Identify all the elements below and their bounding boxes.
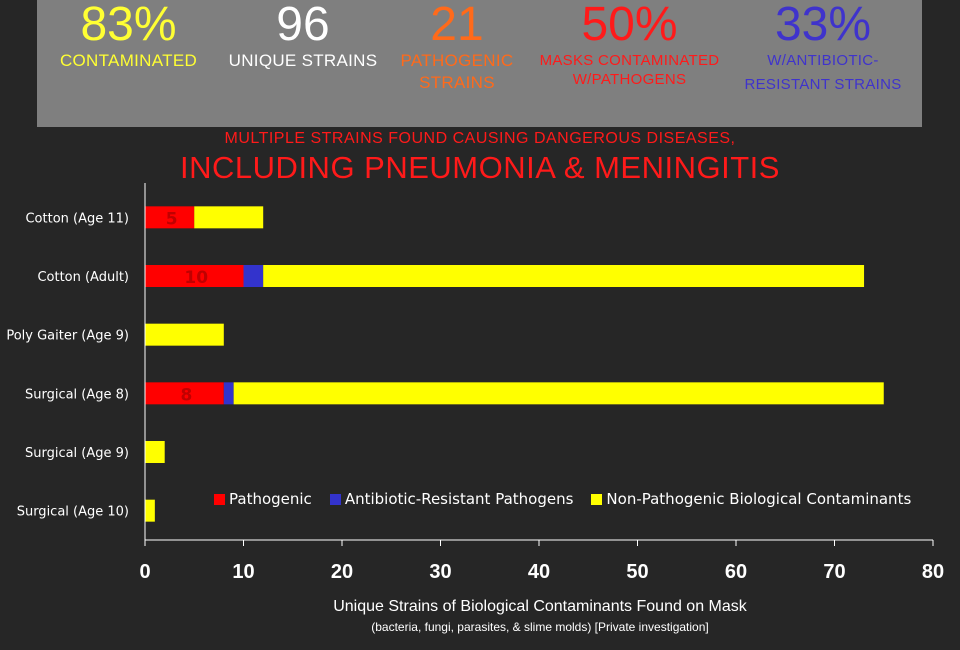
chart-subtitle: MULTIPLE STRAINS FOUND CAUSING DANGEROUS… bbox=[224, 130, 736, 147]
data-label: 5 bbox=[166, 209, 178, 229]
stat-antibiotic-resistant: 33% W/ANTIBIOTIC- RESISTANT STRAINS bbox=[727, 0, 919, 98]
legend-swatch bbox=[591, 493, 603, 505]
legend-swatch bbox=[329, 493, 341, 505]
bar-non-pathogenic bbox=[145, 441, 165, 463]
stat-label: PATHOGENIC bbox=[400, 51, 514, 70]
legend-label: Antibiotic-Resistant Pathogens bbox=[344, 490, 574, 508]
x-tick-label: 20 bbox=[331, 561, 353, 583]
x-tick-label: 10 bbox=[232, 561, 254, 583]
y-tick-label: Cotton (Adult) bbox=[37, 270, 129, 285]
stat-value: 50% bbox=[581, 0, 678, 51]
stat-label: MASKS CONTAMINATED bbox=[539, 52, 720, 69]
x-tick-label: 0 bbox=[139, 561, 150, 583]
legend-swatch bbox=[214, 493, 225, 505]
bar-non-pathogenic bbox=[145, 499, 155, 522]
x-tick-label: 50 bbox=[626, 561, 648, 583]
bar-non-pathogenic bbox=[194, 206, 264, 229]
legend-label: Non-Pathogenic Biological Contaminants bbox=[606, 490, 912, 508]
legend: Pathogenic Antibiotic-Resistant Pathogen… bbox=[214, 490, 911, 508]
x-tick-label: 30 bbox=[429, 561, 451, 583]
stat-value: 33% bbox=[774, 0, 872, 51]
x-axis-note: (bacteria, fungi, parasites, & slime mol… bbox=[371, 620, 709, 634]
legend-item-pathogenic: Pathogenic bbox=[214, 490, 312, 508]
x-tick-label: 80 bbox=[922, 561, 944, 583]
legend-item-non-pathogenic: Non-Pathogenic Biological Contaminants bbox=[591, 490, 911, 508]
y-tick-label: Cotton (Age 11) bbox=[25, 211, 129, 226]
bar-non-pathogenic bbox=[263, 265, 865, 287]
stat-label: STRAINS bbox=[419, 73, 495, 92]
stat-pathogenic-strains: 21 PATHOGENIC STRAINS bbox=[387, 0, 527, 94]
x-axis-label: Unique Strains of Biological Contaminant… bbox=[333, 598, 747, 615]
chart-title: INCLUDING PNEUMONIA & MENINGITIS bbox=[180, 150, 780, 185]
x-tick-label: 60 bbox=[725, 561, 747, 583]
stat-contaminated: 83% CONTAMINATED bbox=[37, 0, 220, 72]
y-tick-label: Poly Gaiter (Age 9) bbox=[6, 329, 129, 344]
legend-item-resistant: Antibiotic-Resistant Pathogens bbox=[329, 490, 574, 508]
bar-pathogenic bbox=[145, 206, 195, 229]
stat-label: CONTAMINATED bbox=[59, 51, 198, 70]
bar-non-pathogenic bbox=[145, 323, 224, 346]
y-tick-label: Surgical (Age 9) bbox=[25, 446, 129, 461]
stat-label: UNIQUE STRAINS bbox=[228, 51, 378, 70]
stat-value: 21 bbox=[430, 0, 484, 51]
bar-non-pathogenic bbox=[233, 382, 884, 405]
x-tick-label: 40 bbox=[528, 561, 550, 583]
stat-label: W/ANTIBIOTIC- bbox=[767, 52, 879, 69]
bar-pathogenic bbox=[145, 265, 244, 287]
stat-unique-strains: 96 UNIQUE STRAINS bbox=[215, 0, 391, 72]
y-tick-label: Surgical (Age 8) bbox=[25, 387, 129, 402]
bar-pathogenic bbox=[145, 382, 224, 405]
stat-value: 96 bbox=[276, 0, 330, 51]
bar-antibiotic-resistant bbox=[243, 265, 264, 287]
stat-label: RESISTANT STRAINS bbox=[744, 76, 902, 93]
data-label: 8 bbox=[180, 385, 192, 405]
x-tick-label: 70 bbox=[823, 561, 845, 583]
y-tick-label: Surgical (Age 10) bbox=[17, 505, 129, 520]
data-label: 10 bbox=[184, 268, 208, 288]
stats-panel: 83% CONTAMINATED 96 UNIQUE STRAINS 21 PA… bbox=[37, 0, 922, 127]
stat-value: 83% bbox=[80, 0, 177, 51]
stat-masks-pathogens: 50% MASKS CONTAMINATED W/PATHOGENS bbox=[527, 0, 732, 88]
legend-label: Pathogenic bbox=[229, 490, 312, 508]
bar-antibiotic-resistant bbox=[223, 382, 234, 405]
stat-label: W/PATHOGENS bbox=[572, 71, 687, 88]
